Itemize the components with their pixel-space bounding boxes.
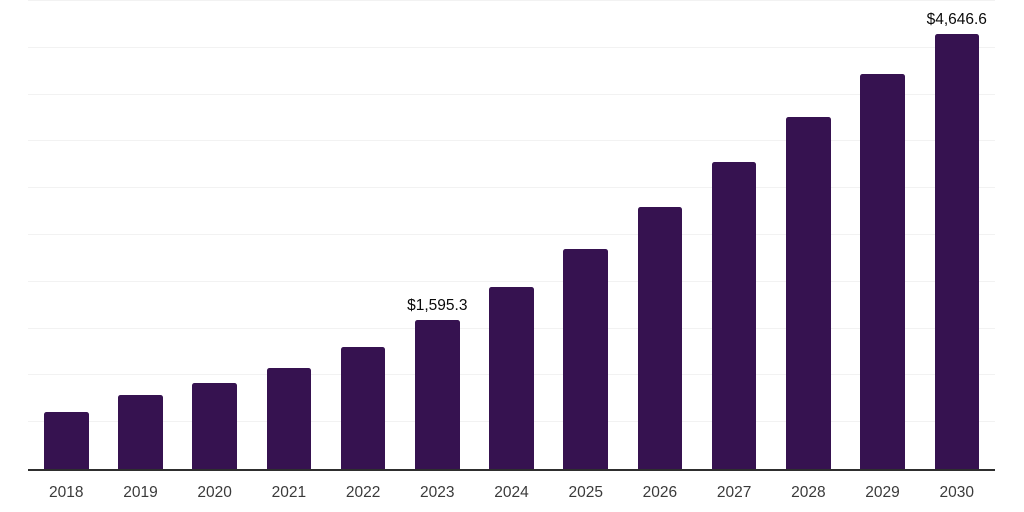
x-tick-label-2025: 2025	[568, 484, 603, 501]
bar-2018	[44, 411, 89, 469]
bar-2024	[489, 287, 534, 469]
gridline	[28, 140, 995, 142]
x-axis-line	[28, 469, 995, 471]
bar-2020	[192, 383, 237, 469]
gridline	[28, 46, 995, 48]
bar-2030	[934, 34, 979, 469]
gridline	[28, 93, 995, 95]
bar-value-label-2023: $1,595.3	[407, 296, 468, 314]
gridline	[28, 280, 995, 282]
x-tick-label-2022: 2022	[345, 484, 381, 501]
x-tick-label-2023: 2023	[420, 484, 455, 501]
bar-2022	[340, 347, 386, 469]
bar-2028	[786, 117, 831, 469]
x-tick-label-2026: 2026	[642, 484, 678, 501]
bar-2025	[563, 249, 608, 469]
bar-2027	[711, 161, 757, 469]
x-tick-label-2028: 2028	[791, 484, 826, 501]
bar-2021	[266, 368, 312, 469]
x-tick-label-2020: 2020	[197, 484, 232, 501]
gridline	[28, 0, 995, 1]
bar-2029	[860, 74, 905, 469]
x-tick-label-2024: 2024	[494, 484, 529, 501]
gridline	[28, 187, 995, 189]
x-tick-label-2018: 2018	[49, 484, 84, 501]
gridline	[28, 234, 995, 235]
bar-value-label-2030: $4,646.6	[926, 11, 987, 29]
x-tick-label-2029: 2029	[865, 484, 900, 501]
x-tick-label-2027: 2027	[716, 484, 752, 501]
bar-2019	[118, 394, 163, 469]
x-tick-label-2021: 2021	[271, 484, 307, 501]
bar-2023	[415, 319, 460, 469]
x-tick-label-2019: 2019	[123, 484, 158, 501]
bar-2026	[637, 207, 683, 469]
x-tick-label-2030: 2030	[939, 484, 974, 501]
